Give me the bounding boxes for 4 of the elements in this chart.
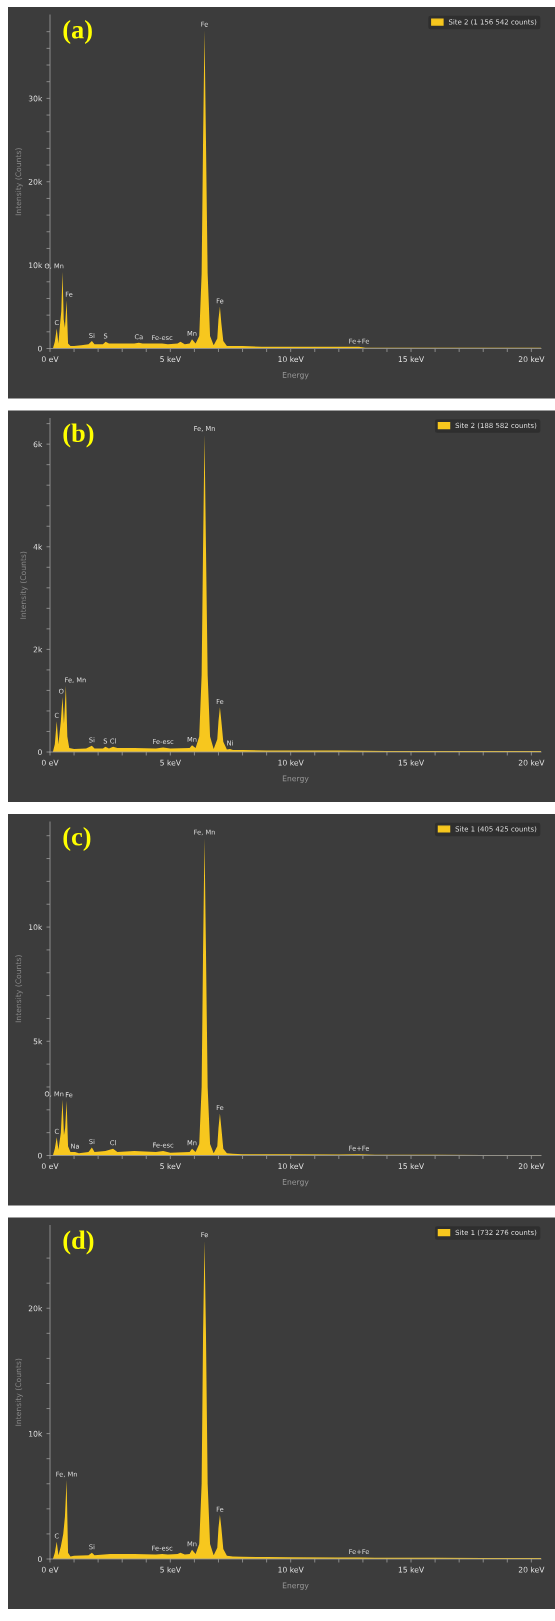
chart-title: (a) — [63, 20, 92, 44]
chart-title: (b) — [63, 423, 94, 448]
chart-title: (d) — [63, 1230, 94, 1255]
chart-title: (c) — [63, 827, 91, 851]
